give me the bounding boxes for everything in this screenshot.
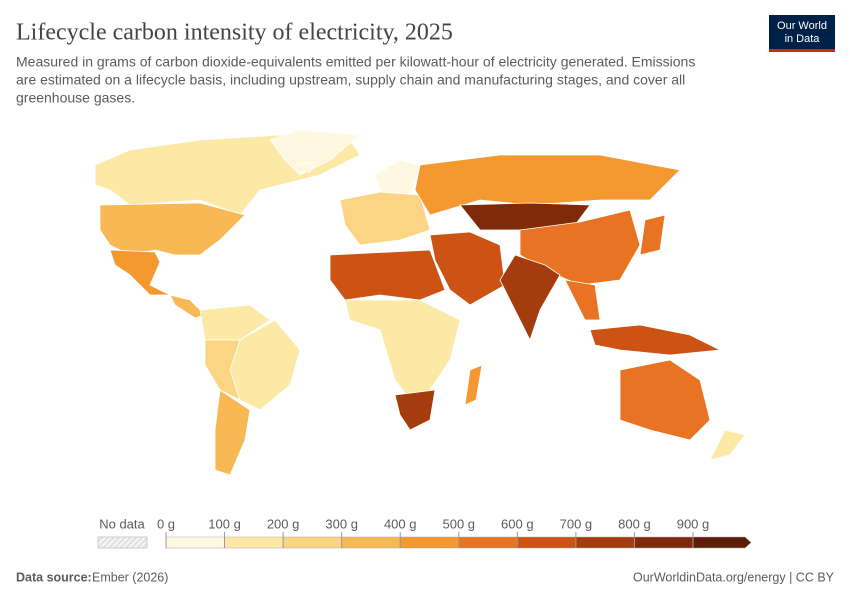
legend-label: 800 g	[618, 516, 651, 531]
region	[214, 389, 251, 476]
legend-bin	[165, 536, 225, 549]
region	[564, 279, 601, 321]
region	[109, 249, 171, 296]
legend-bin	[517, 536, 577, 549]
region	[394, 389, 436, 431]
source: Ember (2026)	[92, 570, 168, 584]
region	[269, 129, 362, 176]
credit[interactable]: OurWorldinData.org/energy | CC BY	[633, 570, 835, 584]
subtitle: greenhouse gases.	[16, 90, 135, 106]
legend-label: 900 g	[677, 516, 710, 531]
region	[344, 299, 461, 401]
subtitle: are estimated on a lifecycle basis, incl…	[16, 72, 685, 88]
region	[639, 214, 666, 256]
subtitle: Measured in grams of carbon dioxide-equi…	[16, 54, 695, 70]
legend-bin	[692, 536, 752, 549]
logo-text: Our World	[777, 20, 827, 32]
legend-bin	[634, 536, 694, 549]
region	[339, 191, 431, 246]
legend-bin	[399, 536, 460, 549]
region	[169, 294, 206, 319]
region	[294, 161, 316, 173]
region	[589, 324, 722, 356]
region	[414, 154, 681, 216]
legend-bin	[458, 536, 518, 549]
no-data-label: No data	[99, 516, 145, 531]
legend-bin	[575, 536, 635, 549]
region	[619, 359, 711, 441]
legend-label: 0 g	[157, 516, 175, 531]
map	[94, 129, 746, 476]
legend-label: 100 g	[208, 516, 241, 531]
legend-label: 400 g	[384, 516, 417, 531]
legend: No data 0 g 100 g 200 g 300 g 400 g 500 g 600 …	[97, 516, 752, 549]
region	[99, 202, 246, 256]
region	[204, 339, 241, 401]
legend-bin	[224, 536, 284, 549]
legend-bin	[282, 536, 342, 549]
legend-bin	[341, 536, 401, 549]
legend-label: 300 g	[325, 516, 358, 531]
legend-label: 600 g	[501, 516, 534, 531]
region	[499, 254, 561, 342]
legend-label: 500 g	[443, 516, 476, 531]
region	[464, 364, 483, 406]
region	[199, 304, 271, 341]
logo[interactable]: Our World in Data	[769, 15, 835, 52]
title: Lifecycle carbon intensity of electricit…	[16, 20, 453, 46]
no-data-swatch	[97, 536, 148, 549]
region	[709, 429, 746, 461]
region	[429, 231, 506, 306]
source-label: Data source:	[16, 570, 92, 584]
legend-label: 700 g	[560, 516, 593, 531]
region	[329, 249, 446, 301]
legend-label: 200 g	[267, 516, 300, 531]
logo-text: in Data	[785, 33, 821, 45]
